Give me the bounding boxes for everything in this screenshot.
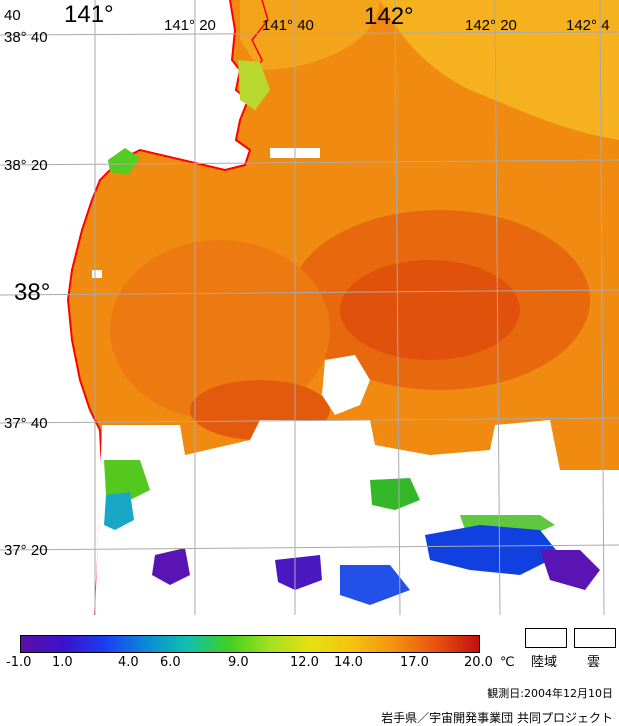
purple-patch-2 [275, 555, 322, 590]
tick-label: 9.0 [228, 655, 249, 670]
tick-label: 17.0 [400, 655, 429, 670]
sea-cool-area [380, 0, 619, 140]
purple-patch-1 [152, 548, 190, 585]
cloud-patch-small [92, 270, 102, 278]
cloud-swatch [574, 628, 616, 648]
land-swatch [525, 628, 567, 648]
blue-patch-2 [340, 565, 410, 605]
coastal-green-patch-2 [108, 148, 140, 175]
sea-warm-core-inner [340, 260, 520, 360]
temperature-colorbar [20, 635, 480, 653]
purple-patch-3 [540, 550, 600, 590]
blue-patch-1 [425, 525, 560, 575]
tick-label: 20.0 [464, 655, 493, 670]
sea-warm-west [110, 240, 330, 420]
unit-label: ℃ [500, 655, 515, 670]
tick-label: -1.0 [6, 655, 32, 670]
land-label: 陸域 [531, 655, 558, 670]
latitude-labels: 38° 40 38° 20 38° 37° 40 37° 20 [4, 29, 50, 559]
tick-label: 12.0 [290, 655, 319, 670]
lat-label: 37° 40 [4, 415, 48, 432]
lon-label: 142° [364, 3, 414, 30]
lat-label: 38° 40 [4, 29, 48, 46]
graticule [0, 0, 619, 615]
tick-label: 6.0 [160, 655, 181, 670]
lon-label: 141° [64, 1, 114, 28]
tick-label: 1.0 [52, 655, 73, 670]
green-patch-mid [370, 478, 420, 510]
observation-date: 観測日:2004年12月10日 [487, 687, 613, 700]
lon-label: 141° 40 [262, 17, 314, 34]
lon-label: 142° 20 [465, 17, 517, 34]
longitude-labels: 40 141° 141° 20 141° 40 142° 142° 20 142… [4, 1, 610, 34]
credit-text: 岩手県／宇宙開発事業団 共同プロジェクト [381, 711, 613, 725]
land-area [0, 0, 250, 615]
cloud-label: 雲 [587, 655, 601, 670]
cloud-patch-center [322, 355, 370, 415]
lon-label: 40 [4, 7, 21, 24]
lon-label: 141° 20 [164, 17, 216, 34]
lon-label: 142° 4 [566, 17, 610, 34]
tick-label: 4.0 [118, 655, 139, 670]
sea-cool-area-2 [240, 0, 380, 70]
cyan-patch-sw [104, 492, 134, 530]
lat-label: 37° 20 [4, 542, 48, 559]
sea-surface-temperature-map: 40 141° 141° 20 141° 40 142° 142° 20 142… [0, 0, 619, 615]
lat-label: 38° 20 [4, 157, 48, 174]
tick-label: 14.0 [334, 655, 363, 670]
lat-label: 38° [14, 279, 50, 306]
legend-panel: -1.0 1.0 4.0 6.0 9.0 12.0 14.0 17.0 20.0… [0, 615, 619, 725]
green-patch-sw [104, 460, 150, 500]
coastal-green-patch [238, 60, 270, 110]
